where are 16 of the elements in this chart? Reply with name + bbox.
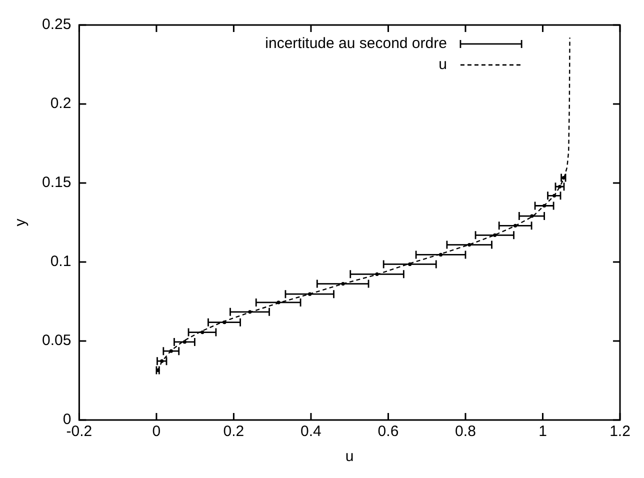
x-tick-label: 0.2 — [223, 423, 244, 440]
y-tick-label: 0.2 — [50, 95, 72, 112]
y-tick-label: 0.15 — [42, 174, 72, 192]
y-tick-label: 0.1 — [50, 253, 72, 270]
x-tick-label: 0.6 — [378, 423, 399, 440]
y-tick-label: 0.05 — [42, 332, 72, 350]
legend-label: incertitude au second ordre — [265, 35, 447, 52]
legend-label: u — [438, 56, 447, 74]
x-tick-label: 0.8 — [455, 423, 476, 440]
x-tick-label: 1 — [538, 423, 547, 440]
x-tick-label: 0 — [152, 423, 161, 440]
x-axis-title: u — [345, 448, 354, 466]
x-tick-label: 0.4 — [300, 423, 322, 440]
y-axis-title: y — [12, 218, 30, 226]
x-tick-label: 1.2 — [610, 423, 630, 440]
y-tick-label: 0.25 — [42, 16, 72, 34]
